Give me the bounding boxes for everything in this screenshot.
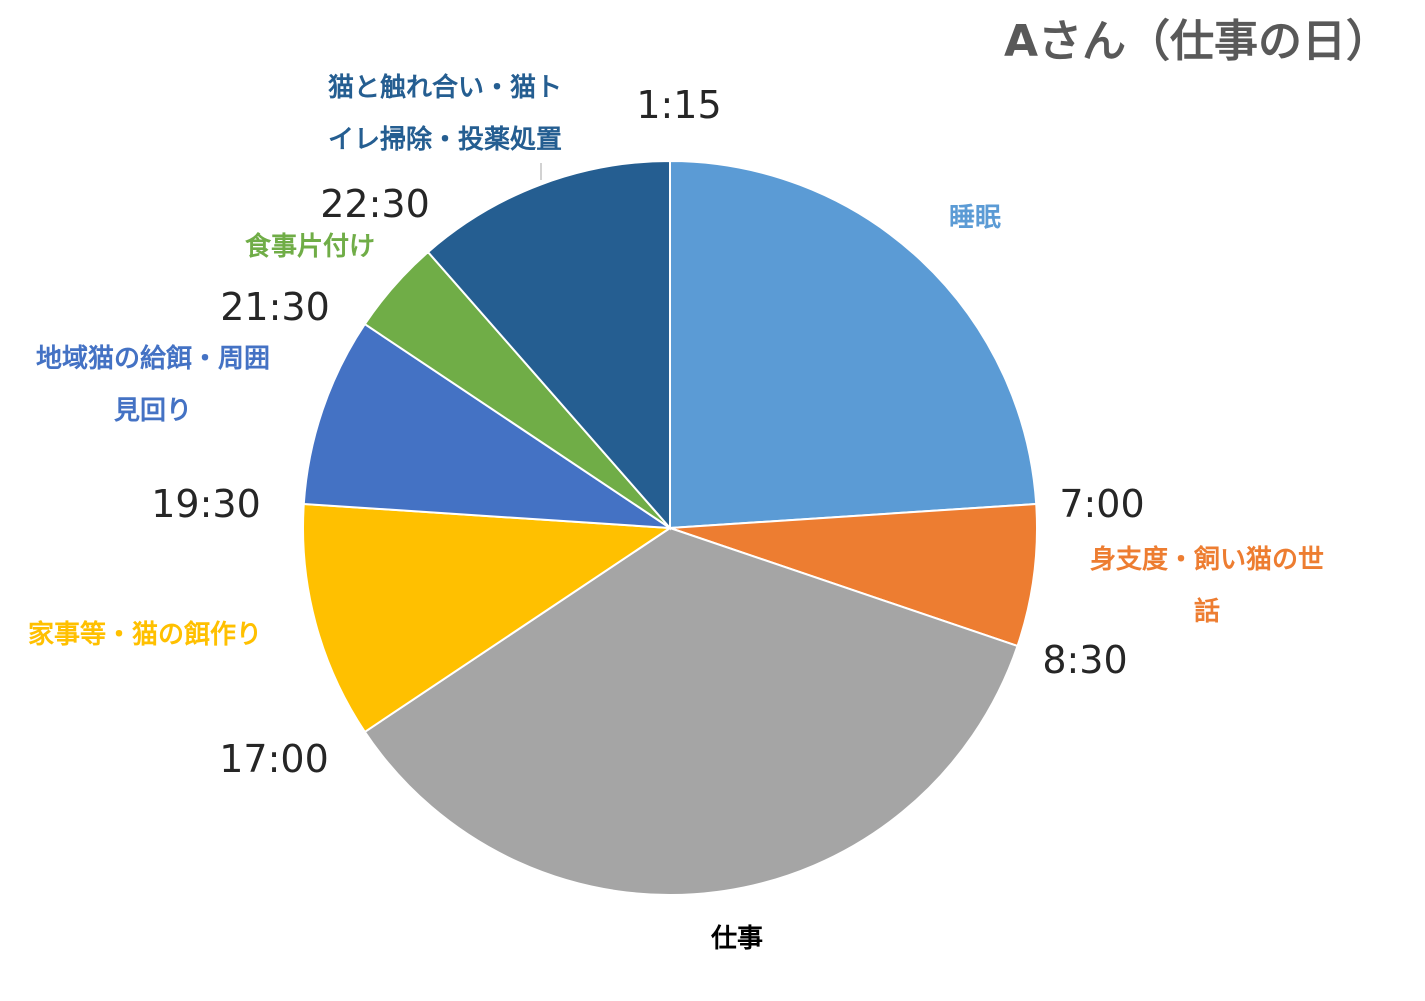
pie-slice-7: [426, 159, 671, 531]
time-label-1: 7:00: [1059, 482, 1144, 526]
time-label-6: 22:30: [320, 182, 430, 226]
labels-layer: 睡眠 7:00 身支度・飼い猫の世話 8:30 仕事 17:00 家事等・猫の餌作り 19:3…: [28, 72, 1324, 954]
time-label-start: 1:15: [636, 83, 721, 127]
slice-label-4: 家事等・猫の餌作り: [28, 619, 262, 650]
slices-layer: [302, 159, 1038, 896]
time-label-4: 19:30: [151, 482, 261, 526]
pie-slice-5: [302, 322, 674, 530]
pie-slice-2: [669, 502, 1038, 648]
slice-label-3: 仕事: [710, 924, 763, 954]
slice-label-7: 猫と触れ合い・猫トイレ掃除・投薬処置: [328, 72, 562, 155]
time-label-2: 8:30: [1042, 638, 1127, 682]
chart-title: Aさん（仕事の日）: [1004, 16, 1390, 67]
time-label-5: 21:30: [220, 285, 330, 329]
pie-slice-4: [302, 502, 674, 734]
slice-label-2: 身支度・飼い猫の世話: [1090, 544, 1324, 627]
pie-slice-1: [669, 159, 1038, 530]
time-label-3: 17:00: [219, 737, 329, 781]
slice-label-5: 地域猫の給餌・周囲見回り: [36, 343, 270, 426]
slice-label-1: 睡眠: [949, 203, 1001, 233]
slice-label-6: 食事片付け: [245, 231, 375, 262]
pie-slice-3: [363, 526, 1019, 896]
